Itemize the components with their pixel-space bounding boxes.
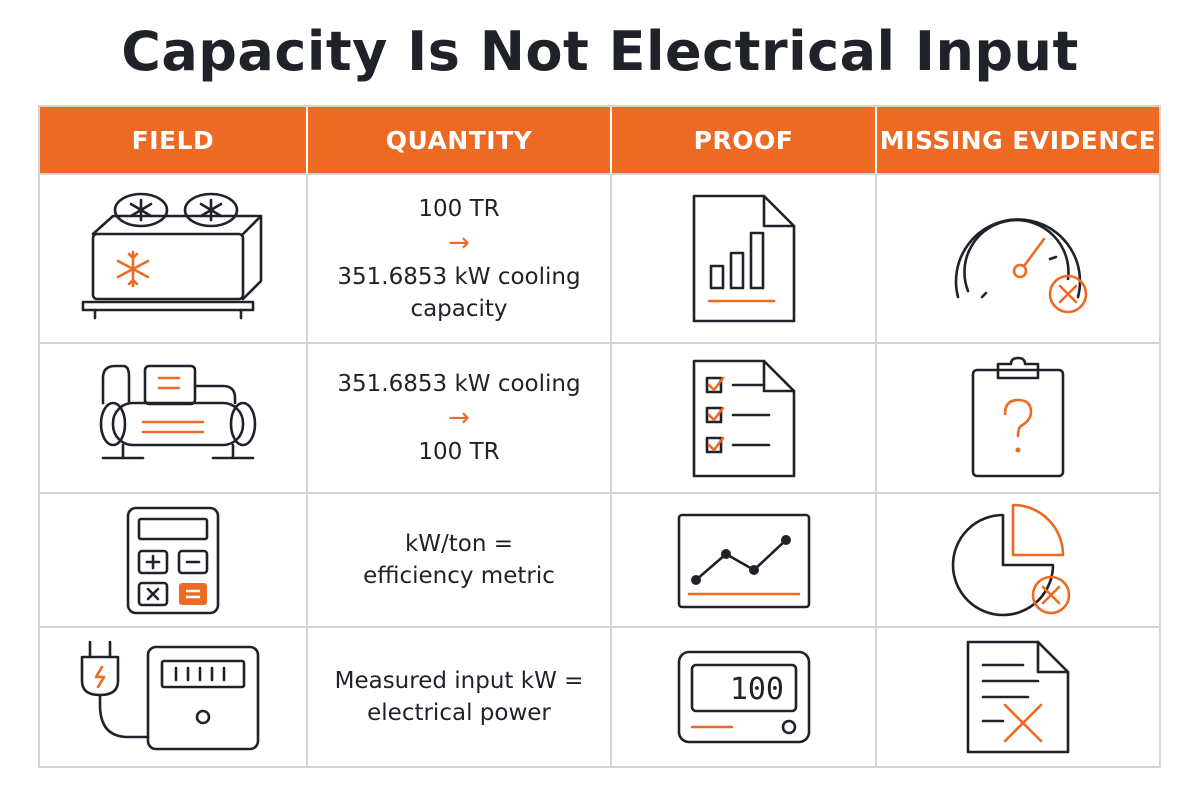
header-divider bbox=[306, 107, 308, 173]
bar-chart-document-icon bbox=[612, 175, 875, 342]
power-plug-meter-icon bbox=[40, 628, 306, 766]
pie-chart-with-x-icon bbox=[877, 494, 1159, 626]
header-divider bbox=[610, 107, 612, 173]
meter-reading: 100 bbox=[729, 672, 783, 707]
quantity-line: electrical power bbox=[367, 700, 551, 726]
quantity-line: kW/ton = bbox=[404, 531, 514, 557]
header-divider bbox=[875, 107, 877, 173]
comparison-table: FIELD QUANTITY PROOF MISSING EVIDENCE bbox=[38, 105, 1161, 768]
row-divider bbox=[40, 626, 1159, 628]
calculator-icon bbox=[40, 494, 306, 626]
quantity-line: capacity bbox=[410, 295, 508, 322]
air-cooled-chiller-icon bbox=[40, 175, 306, 342]
row-divider bbox=[40, 492, 1159, 494]
gauge-with-x-icon bbox=[877, 175, 1159, 342]
conversion-arrow: → bbox=[448, 403, 470, 433]
column-divider bbox=[306, 107, 308, 766]
row-divider bbox=[40, 342, 1159, 344]
quantity-cell: kW/ton = efficiency metric bbox=[308, 494, 610, 626]
clipboard-question-icon bbox=[877, 344, 1159, 492]
quantity-cell: Measured input kW = electrical power bbox=[308, 628, 610, 766]
quantity-cell: 351.6853 kW cooling → 100 TR bbox=[308, 344, 610, 492]
header-proof: PROOF bbox=[612, 107, 875, 173]
header-missing-evidence: MISSING EVIDENCE bbox=[877, 107, 1159, 173]
quantity-line: Measured input kW = bbox=[334, 668, 584, 694]
header-quantity: QUANTITY bbox=[308, 107, 610, 173]
quantity-cell: 100 TR → 351.6853 kW cooling capacity bbox=[308, 175, 610, 342]
line-chart-icon bbox=[612, 494, 875, 626]
quantity-line: efficiency metric bbox=[363, 563, 555, 589]
row-divider bbox=[40, 173, 1159, 175]
document-with-x-icon bbox=[877, 628, 1159, 766]
conversion-arrow: → bbox=[448, 227, 470, 258]
quantity-line: 351.6853 kW cooling bbox=[337, 263, 581, 290]
page-title: Capacity Is Not Electrical Input bbox=[121, 20, 1079, 83]
checklist-document-icon bbox=[612, 344, 875, 492]
digital-meter-icon: 100 bbox=[612, 628, 875, 766]
quantity-line: 351.6853 kW cooling bbox=[337, 371, 581, 397]
column-divider bbox=[875, 107, 877, 766]
quantity-line: 100 TR bbox=[418, 195, 500, 222]
column-divider bbox=[610, 107, 612, 766]
water-cooled-chiller-icon bbox=[40, 344, 306, 492]
quantity-line: 100 TR bbox=[418, 439, 500, 465]
header-field: FIELD bbox=[40, 107, 306, 173]
